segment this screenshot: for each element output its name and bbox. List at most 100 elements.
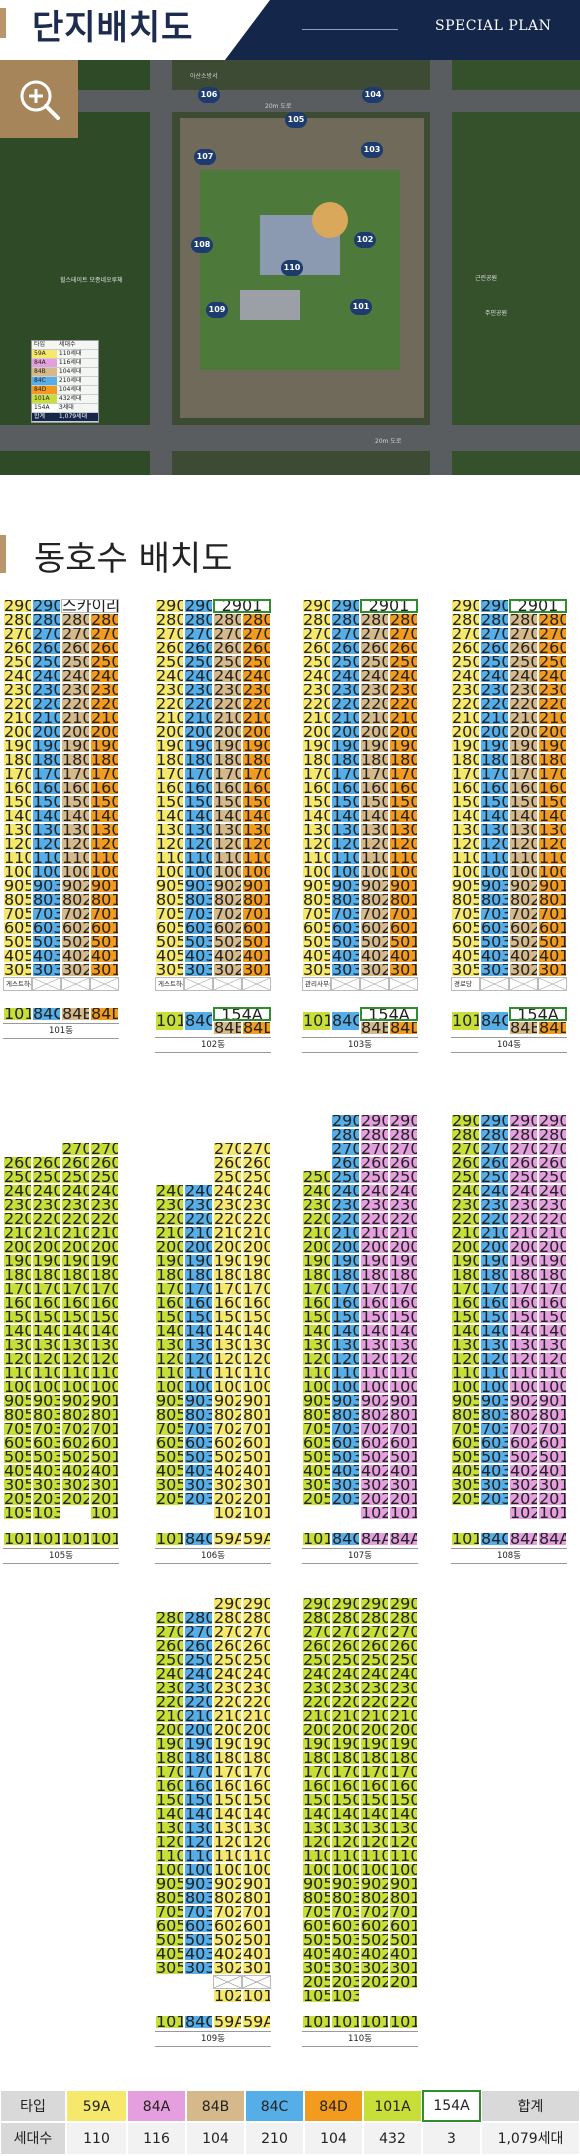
unit-cell: 1005 [3, 865, 32, 879]
unit-cell: 2701 [538, 1142, 567, 1156]
unit-cell: 1505 [302, 1310, 331, 1324]
unit-cell: 902 [213, 1877, 242, 1891]
unit-cell: 701 [242, 907, 271, 921]
unit-cell: 1405 [3, 809, 32, 823]
unit-cell: 605 [302, 1919, 331, 1933]
unit-cell: 1901 [242, 1254, 271, 1268]
unit-cell: 1305 [3, 1338, 32, 1352]
unit-cell: 402 [213, 1464, 242, 1478]
legend-count: 104세대 [56, 367, 98, 377]
unit-cell: 203 [184, 1492, 213, 1506]
legend-row: 154A 3세대 [32, 403, 98, 413]
type-label: 101A [302, 2015, 331, 2029]
unit-cell: 605 [155, 921, 184, 935]
map-label: 힐스테이트 모종네오루체 [60, 276, 123, 284]
summary-count-59A: 110 [66, 2122, 127, 2155]
zoom-in-button[interactable] [0, 60, 78, 138]
unit-cell: 2902 [213, 1597, 242, 1611]
unit-cell: 1302 [360, 823, 389, 837]
unit-cell: 1503 [184, 795, 213, 809]
unit-cell: 2801 [538, 1128, 567, 1142]
unit-cell: 402 [360, 949, 389, 963]
unit-cell: 2805 [155, 1611, 184, 1625]
unit-cell: 1403 [184, 809, 213, 823]
unit-cell: 703 [331, 1905, 360, 1919]
unit-cell: 1605 [3, 1296, 32, 1310]
legend-type: 59A [32, 349, 57, 359]
summary-type-154A: 154A [422, 2090, 481, 2122]
unit-cell: 701 [389, 907, 418, 921]
section-accent-bar [0, 535, 6, 573]
unit-cell: 1405 [155, 809, 184, 823]
unit-cell: 403 [331, 1464, 360, 1478]
unit-cell: 905 [302, 1877, 331, 1891]
unit-cell: 1203 [331, 837, 360, 851]
facility-cell [32, 977, 61, 991]
pilotis-mark [214, 1976, 241, 1988]
unit-cell: 1902 [509, 1254, 538, 1268]
unit-cell: 1903 [32, 739, 61, 753]
unit-cell: 305 [302, 963, 331, 977]
unit-cell: 903 [480, 1394, 509, 1408]
unit-cell: 1901 [389, 739, 418, 753]
type-label: 84D [389, 1021, 418, 1035]
unit-cell: 701 [242, 1422, 271, 1436]
unit-cell: 1703 [480, 1282, 509, 1296]
unit-cell: 2601 [538, 1156, 567, 1170]
unit-cell: 2801 [389, 1128, 418, 1142]
unit-cell: 1505 [3, 1310, 32, 1324]
unit-cell: 501 [389, 935, 418, 949]
unit-cell: 1001 [389, 1863, 418, 1877]
unit-cell: 1203 [32, 837, 61, 851]
site-plan-map[interactable]: 20m 도로 20m 도로 아산소방서 힐스테이트 모종네오루체 근린공원 주민… [0, 60, 580, 475]
summary-type-84D: 84D [304, 2090, 363, 2122]
unit-cell: 1503 [331, 1310, 360, 1324]
summary-header-type: 타입 [0, 2090, 66, 2122]
unit-cell: 401 [242, 949, 271, 963]
unit-cell: 2301 [242, 1198, 271, 1212]
facility-cell [90, 977, 119, 991]
unit-cell: 603 [480, 1436, 509, 1450]
type-label: 84C [184, 1011, 213, 1031]
unit-cell: 1703 [331, 1282, 360, 1296]
unit-cell: 405 [155, 949, 184, 963]
unit-cell: 903 [32, 1394, 61, 1408]
unit-cell: 405 [3, 1464, 32, 1478]
unit-cell: 2105 [302, 711, 331, 725]
unit-cell: 1705 [302, 1282, 331, 1296]
unit-cell: 2203 [331, 1212, 360, 1226]
unit-cell: 503 [184, 935, 213, 949]
unit-cell: 305 [3, 963, 32, 977]
unit-cell: 1902 [213, 1254, 242, 1268]
unit-cell: 2005 [451, 1240, 480, 1254]
unit-cell: 602 [213, 1919, 242, 1933]
unit-cell: 1202 [360, 1352, 389, 1366]
unit-cell: 803 [480, 893, 509, 907]
unit-cell: 2605 [155, 641, 184, 655]
unit-cell: 601 [389, 1436, 418, 1450]
unit-cell: 1302 [509, 1338, 538, 1352]
unit-cell: 2803 [184, 1611, 213, 1625]
unit-cell: 303 [331, 963, 360, 977]
unit-cell: 2605 [155, 1639, 184, 1653]
unit-cell: 403 [184, 949, 213, 963]
unit-cell: 1205 [302, 837, 331, 851]
legend-row: 101A 432세대 [32, 394, 98, 404]
unit-cell: 2005 [451, 725, 480, 739]
unit-cell: 703 [480, 907, 509, 921]
unit-cell: 702 [360, 1905, 389, 1919]
unit-cell: 801 [242, 1408, 271, 1422]
unit-cell: 2601 [242, 1639, 271, 1653]
